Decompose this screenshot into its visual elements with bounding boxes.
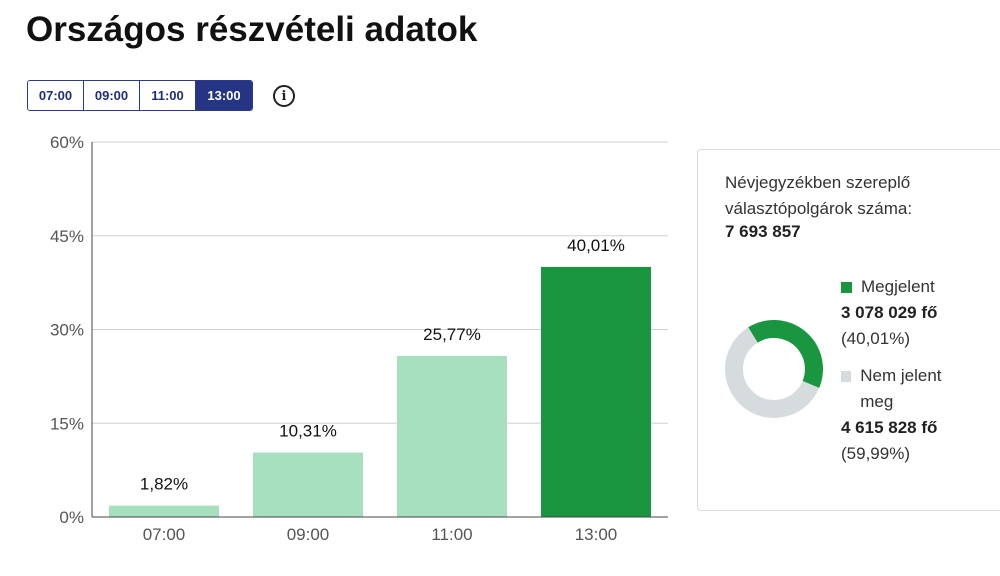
x-tick-label: 11:00 — [431, 525, 472, 544]
bar-0900[interactable] — [253, 452, 363, 517]
y-tick-label: 30% — [50, 321, 84, 340]
legend-absent: Nem jelent meg 4 615 828 fő (59,99%) — [841, 363, 971, 467]
bar-1300[interactable] — [541, 266, 651, 517]
x-tick-label: 13:00 — [575, 525, 618, 544]
x-tick-label: 07:00 — [143, 525, 186, 544]
turnout-donut-chart — [725, 320, 823, 418]
summary-card: Névjegyzékben szereplő választópolgárok … — [697, 149, 1000, 511]
y-tick-label: 0% — [59, 508, 84, 527]
y-tick-label: 45% — [50, 227, 84, 246]
tab-0700[interactable]: 07:00 — [28, 81, 84, 110]
y-tick-label: 15% — [50, 414, 84, 433]
tab-1100[interactable]: 11:00 — [140, 81, 196, 110]
bar-value-label: 25,77% — [423, 325, 481, 344]
turnout-bar-chart: 0% 15% 30% 45% 60% 1,82% 07:00 10,31% 09:00 25,77… — [50, 133, 668, 544]
y-tick-label: 60% — [50, 133, 84, 152]
time-tabs: 07:00 09:00 11:00 13:00 — [27, 80, 253, 111]
registered-voters-label: Névjegyzékben szereplő választópolgárok … — [725, 173, 913, 218]
registered-voters-value: 7 693 857 — [725, 222, 801, 241]
legend-present-percent: (40,01%) — [841, 329, 910, 348]
bar-1100[interactable] — [397, 355, 507, 517]
legend-present-count: 3 078 029 fő — [841, 303, 938, 322]
bar-0700[interactable] — [109, 505, 219, 517]
page-title: Országos részvételi adatok — [26, 10, 478, 49]
x-tick-label: 09:00 — [287, 525, 330, 544]
tab-0900[interactable]: 09:00 — [84, 81, 140, 110]
legend-absent-count: 4 615 828 fő — [841, 418, 938, 437]
legend-absent-percent: (59,99%) — [841, 444, 910, 463]
bar-value-label: 10,31% — [279, 422, 337, 441]
bar-value-label: 40,01% — [567, 236, 625, 255]
legend-absent-swatch — [841, 371, 852, 382]
legend-absent-label: Nem jelent meg — [860, 366, 942, 411]
legend-present-label: Megjelent — [861, 277, 935, 296]
tab-1300[interactable]: 13:00 — [196, 81, 252, 110]
info-icon[interactable]: i — [273, 85, 295, 107]
bar-value-label: 1,82% — [140, 475, 188, 494]
legend-present: Megjelent 3 078 029 fő (40,01%) — [841, 274, 937, 352]
legend-present-swatch — [841, 281, 852, 293]
